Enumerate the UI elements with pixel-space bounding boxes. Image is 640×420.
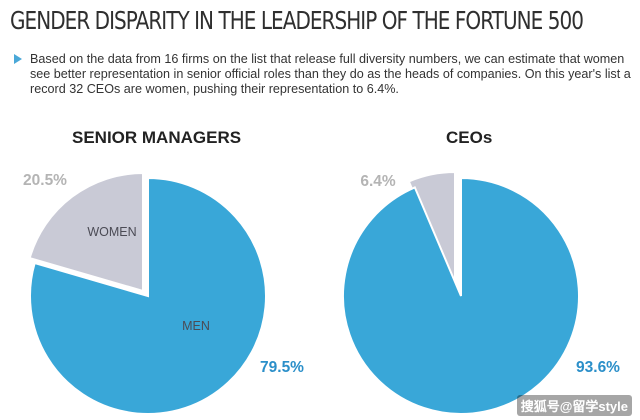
page-title: GENDER DISPARITY IN THE LEADERSHIP OF TH… — [10, 6, 584, 35]
pie-1-slice-large — [342, 176, 580, 415]
pie-chart-senior-managers: WOMEN 20.5% MEN 79.5% — [23, 171, 304, 415]
bullet-arrow-icon — [14, 54, 22, 64]
pie-0-slice-small — [28, 171, 144, 293]
pie-1-value-label-1: 93.6% — [576, 359, 620, 376]
pie-0-label-1: MEN — [182, 319, 210, 333]
pie-0-value-label-0: 20.5% — [23, 172, 67, 189]
pie-1-value-label-0: 6.4% — [360, 173, 396, 190]
pie-chart-ceos: 6.4% 93.6% — [342, 170, 620, 415]
pie-0-label-0: WOMEN — [87, 225, 136, 239]
pie-0-slice-large — [29, 176, 267, 415]
watermark: 搜狐号@留学style — [516, 395, 632, 416]
chart-title-senior-managers: SENIOR MANAGERS — [72, 128, 242, 147]
pie-0-value-label-1: 79.5% — [260, 359, 304, 376]
chart-title-ceos: CEOs — [446, 128, 493, 147]
description-text: Based on the data from 16 firms on the l… — [30, 52, 631, 96]
